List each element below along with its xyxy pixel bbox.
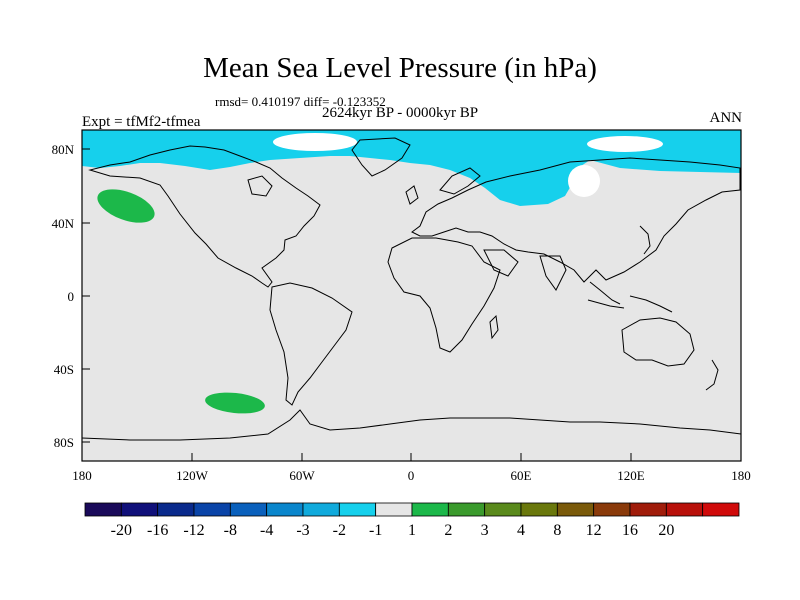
colorbar-label: 16	[622, 522, 638, 539]
coastlines	[81, 137, 742, 441]
arctic-negative-anomaly	[82, 130, 741, 206]
colorbar-box	[484, 502, 522, 517]
colorbar-box	[702, 502, 740, 517]
season-label: ANN	[709, 110, 743, 126]
colorbar-box	[193, 502, 231, 517]
colorbar-label: -8	[224, 522, 237, 539]
latitude-axis: 80N 40N 0 40S 80S	[52, 142, 90, 450]
colorbar-label: -1	[369, 522, 382, 539]
colorbar-label: -4	[260, 522, 273, 539]
colorbar-box	[84, 502, 122, 517]
colorbar-box	[338, 502, 377, 517]
south-pacific-positive-anomaly	[205, 392, 265, 414]
colorbar-box	[120, 502, 159, 517]
longitude-axis: 180 120W 60W 0 60E 120E 180	[72, 453, 751, 483]
colorbar-box	[520, 502, 558, 517]
arctic-zero-region-1	[273, 133, 357, 151]
lon-label-180w: 180	[72, 468, 92, 483]
colorbar-box	[375, 502, 413, 517]
arctic-zero-region-3	[568, 165, 600, 197]
colorbar-label: 3	[481, 522, 489, 539]
lon-label-60e: 60E	[511, 468, 532, 483]
lat-label-40s: 40S	[54, 362, 74, 377]
north-pacific-positive-anomaly	[97, 189, 155, 223]
colorbar-box	[266, 502, 304, 517]
rmsd-diff-stats: rmsd= 0.410197 diff= -0.123352	[215, 94, 386, 109]
lon-label-180e: 180	[731, 468, 751, 483]
lat-label-0: 0	[68, 289, 75, 304]
lat-label-80s: 80S	[54, 435, 74, 450]
colorbar-label: -3	[296, 522, 309, 539]
lon-label-120e: 120E	[617, 468, 645, 483]
arctic-zero-region-2	[587, 136, 663, 152]
experiment-label: Expt = tfMf2-tfmea	[82, 114, 201, 130]
colorbar-label: 8	[553, 522, 561, 539]
colorbar-box	[447, 502, 486, 517]
lon-label-0: 0	[408, 468, 415, 483]
colorbar-label: 4	[517, 522, 525, 539]
colorbar-label: 2	[444, 522, 452, 539]
map-background	[82, 130, 741, 461]
colorbar-box	[593, 502, 631, 517]
colorbar-box	[411, 502, 449, 517]
colorbar-label: 1	[408, 522, 416, 539]
colorbar-box	[629, 502, 667, 517]
colorbar-label: -20	[111, 522, 132, 539]
lon-label-60w: 60W	[289, 468, 315, 483]
colorbar: -20 -16 -12 -8 -4 -3 -2 -1 1 2 3 4 8 12 16 20	[84, 502, 740, 539]
colorbar-box	[157, 502, 195, 517]
colorbar-label: -16	[147, 522, 168, 539]
lat-label-80n: 80N	[52, 142, 75, 157]
colorbar-label: -12	[183, 522, 204, 539]
colorbar-label: 20	[658, 522, 674, 539]
map-title: Mean Sea Level Pressure (in hPa)	[203, 52, 597, 84]
lon-label-120w: 120W	[176, 468, 209, 483]
colorbar-box	[556, 502, 595, 517]
colorbar-box	[229, 502, 268, 517]
colorbar-box	[302, 502, 340, 517]
time-period-label: 2624kyr BP - 0000kyr BP	[322, 105, 479, 121]
colorbar-label: 12	[586, 522, 602, 539]
colorbar-label: -2	[333, 522, 346, 539]
lat-label-40n: 40N	[52, 216, 75, 231]
colorbar-box	[665, 502, 704, 517]
